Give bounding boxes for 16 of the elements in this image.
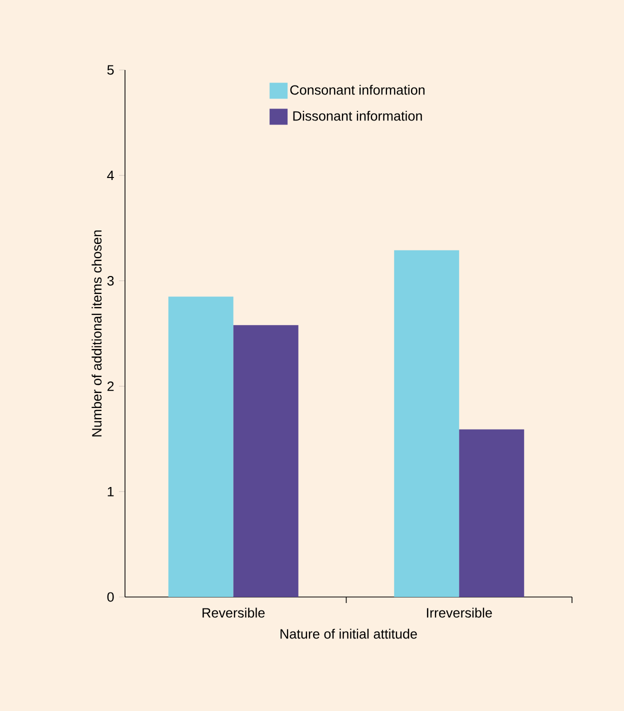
y-tick-label: 3 — [107, 276, 114, 286]
legend-label: Consonant information — [290, 84, 425, 95]
legend-label: Dissonant information — [293, 110, 422, 121]
y-tick-label: 5 — [107, 65, 114, 75]
y-tick-label: 1 — [108, 486, 114, 496]
x-tick-label: Reversible — [202, 608, 265, 618]
y-axis-title: Number of additional items chosen — [92, 230, 102, 436]
bar — [168, 296, 234, 597]
bar — [394, 250, 460, 597]
y-tick-label: 2 — [107, 381, 114, 391]
x-tick-label: Irreversible — [426, 608, 492, 618]
y-tick-label: 0 — [107, 592, 114, 602]
y-tick-label: 4 — [107, 170, 114, 180]
x-axis-title: Nature of initial attitude — [280, 628, 417, 639]
bar — [233, 325, 298, 597]
bar — [459, 429, 524, 597]
